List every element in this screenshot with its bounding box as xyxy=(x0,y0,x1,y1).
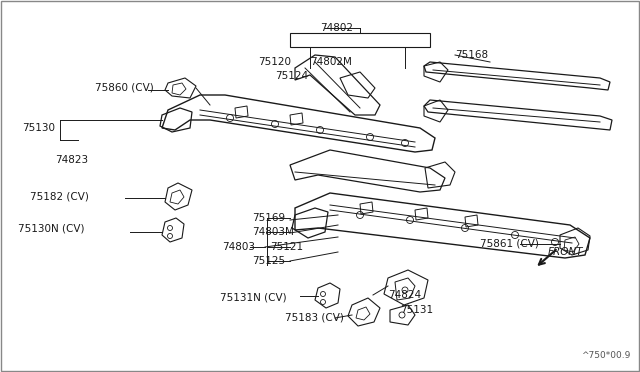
Text: 75131: 75131 xyxy=(400,305,433,315)
Text: 75124: 75124 xyxy=(275,71,308,81)
Text: 74823: 74823 xyxy=(55,155,88,165)
Text: 75168: 75168 xyxy=(455,50,488,60)
Text: 74802M: 74802M xyxy=(310,57,352,67)
Text: 75120: 75120 xyxy=(258,57,291,67)
Text: 74802: 74802 xyxy=(320,23,353,33)
Text: 74824: 74824 xyxy=(388,290,421,300)
Text: 75861 (CV): 75861 (CV) xyxy=(480,238,539,248)
Text: 75125: 75125 xyxy=(252,256,285,266)
Text: 75860 (CV): 75860 (CV) xyxy=(95,82,154,92)
Text: 75182 (CV): 75182 (CV) xyxy=(30,191,89,201)
Text: 75131N (CV): 75131N (CV) xyxy=(220,293,287,303)
Text: ^750*00.9: ^750*00.9 xyxy=(580,351,630,360)
Text: FRONT: FRONT xyxy=(548,247,584,257)
Text: 75121: 75121 xyxy=(270,242,303,252)
Text: 75130N (CV): 75130N (CV) xyxy=(18,223,84,233)
Text: 75169: 75169 xyxy=(252,213,285,223)
Text: 75130: 75130 xyxy=(22,123,55,133)
Text: 74803: 74803 xyxy=(222,242,255,252)
Text: 75183 (CV): 75183 (CV) xyxy=(285,313,344,323)
Text: 74803M: 74803M xyxy=(252,227,294,237)
